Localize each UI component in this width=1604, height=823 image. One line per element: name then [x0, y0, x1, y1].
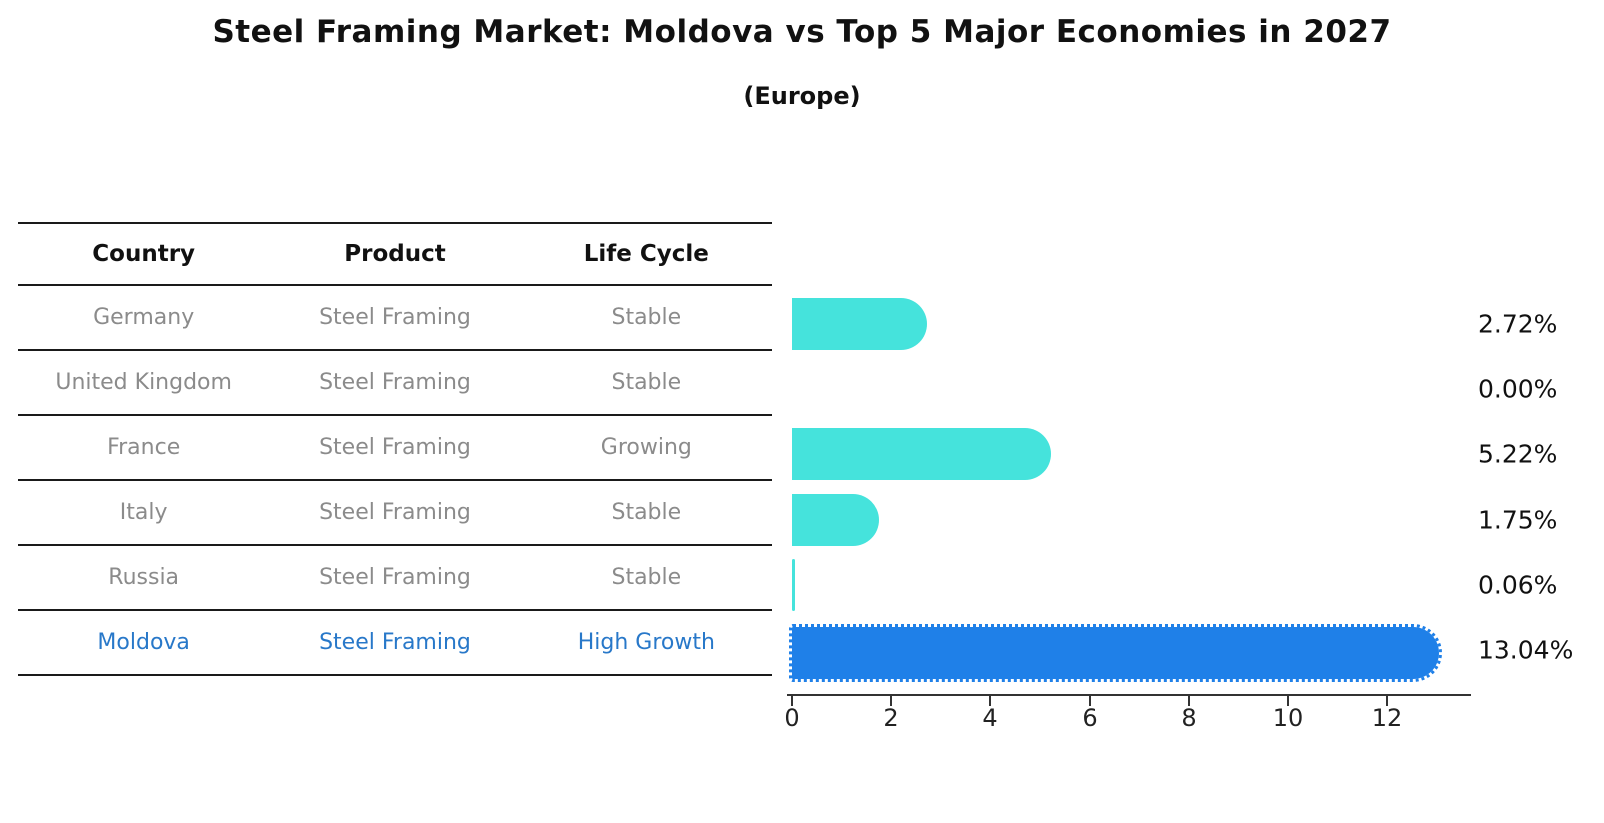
cell-product: Steel Framing — [269, 480, 521, 546]
value-label: 0.06% — [1478, 570, 1558, 600]
cell-product: Steel Framing — [269, 415, 521, 481]
table-row: Germany Steel Framing Stable — [18, 285, 772, 351]
x-tick-mark — [1287, 696, 1289, 706]
x-tick-mark — [989, 696, 991, 706]
column-header-life-cycle: Life Cycle — [520, 222, 772, 286]
table-row: Russia Steel Framing Stable — [18, 545, 772, 611]
cell-country: Italy — [18, 480, 270, 546]
x-tick-label: 6 — [1082, 704, 1098, 732]
cell-life-cycle: Stable — [520, 545, 772, 611]
cell-country: United Kingdom — [18, 350, 270, 416]
cell-life-cycle: Stable — [520, 480, 772, 546]
cell-life-cycle: Growing — [520, 415, 772, 481]
country-table: Country Product Life Cycle Germany Steel… — [18, 222, 772, 676]
x-tick-label: 10 — [1272, 704, 1304, 732]
bar-moldova — [789, 624, 1442, 682]
chart-title: Steel Framing Market: Moldova vs Top 5 M… — [212, 14, 1392, 50]
cell-country: France — [18, 415, 270, 481]
x-tick-label: 8 — [1181, 704, 1197, 732]
x-tick-mark — [1089, 696, 1091, 706]
x-tick-mark — [890, 696, 892, 706]
x-tick-label: 12 — [1371, 704, 1403, 732]
x-tick-mark — [791, 696, 793, 706]
value-label: 0.00% — [1478, 374, 1558, 404]
bar-france — [792, 428, 1051, 481]
table-row: United Kingdom Steel Framing Stable — [18, 350, 772, 416]
table-row: Moldova Steel Framing High Growth — [18, 610, 772, 676]
table-row: France Steel Framing Growing — [18, 415, 772, 481]
column-header-product: Product — [269, 222, 521, 286]
column-header-country: Country — [18, 222, 270, 286]
value-label: 13.04% — [1478, 635, 1574, 665]
x-tick-label: 0 — [784, 704, 800, 732]
x-tick-mark — [1386, 696, 1388, 706]
cell-product: Steel Framing — [269, 350, 521, 416]
chart-subtitle: (Europe) — [743, 82, 861, 110]
cell-product: Steel Framing — [269, 610, 521, 676]
cell-country: Russia — [18, 545, 270, 611]
bar-russia — [792, 558, 795, 611]
cell-product: Steel Framing — [269, 285, 521, 351]
x-axis-line — [787, 694, 1471, 696]
x-tick-mark — [1188, 696, 1190, 706]
cell-country: Germany — [18, 285, 270, 351]
table-header-row: Country Product Life Cycle — [18, 222, 772, 286]
bar-italy — [792, 493, 879, 546]
value-label: 5.22% — [1478, 439, 1558, 469]
value-label: 1.75% — [1478, 505, 1558, 535]
cell-life-cycle: High Growth — [520, 610, 772, 676]
cell-product: Steel Framing — [269, 545, 521, 611]
table-row: Italy Steel Framing Stable — [18, 480, 772, 546]
bar-germany — [792, 298, 927, 350]
cell-country: Moldova — [18, 610, 270, 676]
cell-life-cycle: Stable — [520, 285, 772, 351]
cell-life-cycle: Stable — [520, 350, 772, 416]
value-label: 2.72% — [1478, 309, 1558, 339]
x-tick-label: 2 — [883, 704, 899, 732]
x-tick-label: 4 — [982, 704, 998, 732]
